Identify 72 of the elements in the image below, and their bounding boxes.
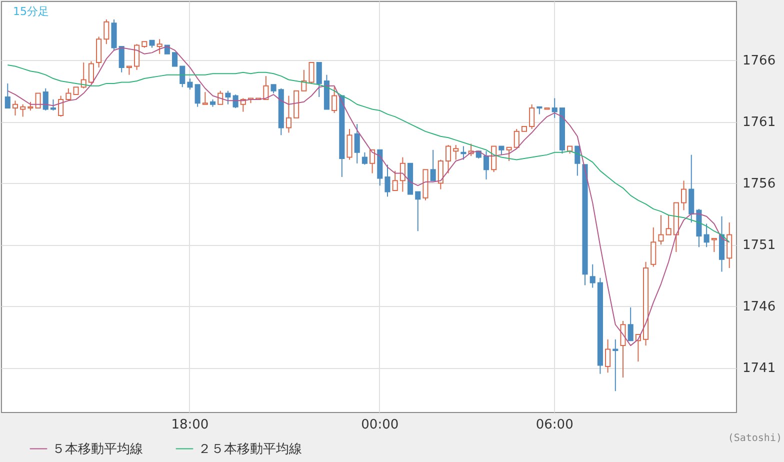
- candlestick: [354, 124, 360, 164]
- candlestick: [42, 88, 48, 112]
- candlestick: [415, 191, 421, 232]
- y-tick-label: 1746: [742, 300, 776, 315]
- candlestick: [370, 149, 376, 174]
- candlestick: [134, 44, 140, 70]
- candlestick: [680, 180, 687, 211]
- candlestick: [218, 90, 224, 105]
- candlestick: [384, 164, 390, 198]
- x-tick-label: 06:00: [536, 418, 574, 432]
- candlestick: [362, 152, 368, 166]
- candlestick: [308, 62, 314, 84]
- candlestick: [50, 98, 56, 112]
- candlestick: [400, 156, 406, 192]
- y-tick-label: 1756: [742, 176, 776, 192]
- candlestick: [286, 95, 292, 134]
- legend-label: ２５本移動平均線: [198, 442, 302, 457]
- candlestick: [506, 146, 512, 162]
- candlestick: [704, 223, 710, 248]
- candlestick: [392, 170, 398, 192]
- legend-label: ５本移動平均線: [52, 442, 143, 457]
- candlestick: [460, 146, 466, 160]
- candlestick: [12, 100, 18, 116]
- candlestick: [552, 98, 558, 118]
- candlestick: [445, 144, 452, 174]
- candlestick: [438, 159, 444, 190]
- candlestick: [263, 76, 269, 100]
- candlestick: [225, 90, 231, 105]
- candlestick: [332, 86, 338, 114]
- candlestick: [66, 88, 72, 102]
- candlestick: [483, 150, 490, 180]
- candlestick: [156, 38, 162, 54]
- candlestick: [4, 82, 10, 109]
- candlestick: [620, 320, 626, 378]
- y-tick-label: 1761: [742, 115, 776, 130]
- candlestick: [726, 222, 732, 269]
- candlestick: [605, 338, 611, 374]
- candlestick: [711, 238, 717, 253]
- candlestick: [612, 338, 618, 392]
- y-tick-label: 1741: [742, 361, 776, 376]
- x-tick-label: 00:00: [361, 418, 399, 432]
- candlestick: [650, 226, 656, 268]
- candlestick: [96, 36, 102, 68]
- candlestick: [430, 149, 436, 182]
- candlestick: [202, 92, 208, 105]
- candlestick: [301, 69, 307, 92]
- candlestick: [104, 18, 110, 45]
- y-tick-label: 1766: [742, 54, 776, 69]
- candlestick: [574, 146, 580, 176]
- candlestick: [194, 84, 200, 108]
- candlestick: [453, 144, 459, 160]
- candlestick: [658, 214, 664, 246]
- candlestick: [88, 60, 94, 84]
- candlestick: [514, 128, 520, 148]
- candlestick: [529, 104, 535, 130]
- y-tick-label: 1751: [742, 238, 776, 254]
- candlestick: [232, 94, 238, 109]
- candlestick: [628, 306, 634, 342]
- candlestick: [346, 128, 352, 160]
- candlestick: [590, 264, 596, 288]
- candlestick: [187, 78, 193, 90]
- candlestick: [35, 92, 41, 109]
- candlestick: [172, 52, 178, 67]
- candlestick: [316, 62, 322, 98]
- candlestick: [180, 66, 186, 88]
- candlestick: [20, 104, 26, 118]
- candlestick: [58, 95, 64, 118]
- x-tick-label: 18:00: [171, 418, 209, 432]
- candlestick: [666, 214, 672, 236]
- candlestick: [118, 46, 124, 73]
- chart-title: 15分足: [13, 5, 49, 18]
- text: (Satoshi): [728, 433, 782, 444]
